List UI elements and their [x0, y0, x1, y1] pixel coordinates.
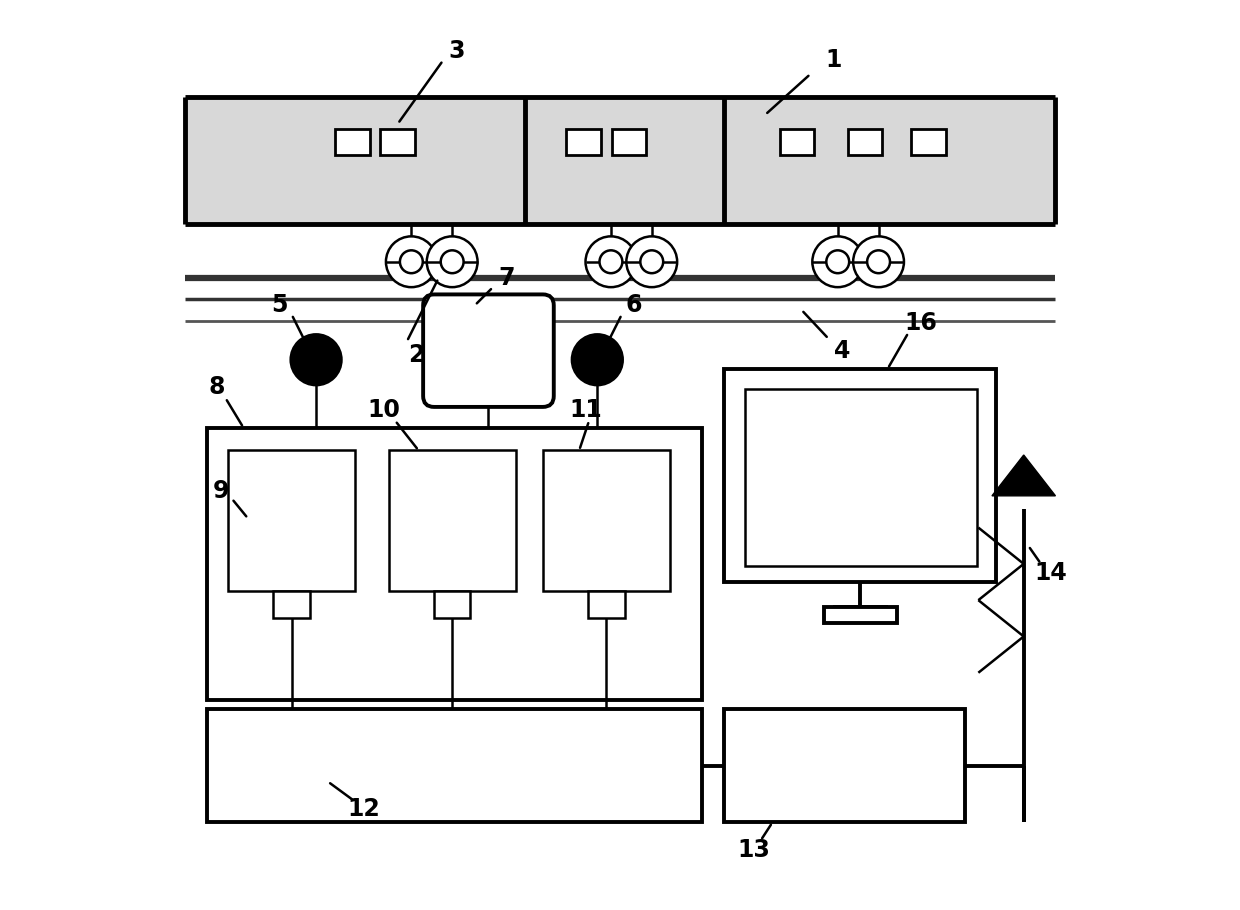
Bar — [825, 607, 897, 622]
Circle shape — [440, 250, 464, 273]
Bar — [911, 129, 946, 155]
Text: 2: 2 — [408, 343, 424, 368]
Text: 4: 4 — [835, 339, 851, 363]
Text: 16: 16 — [905, 311, 937, 336]
Text: 10: 10 — [368, 398, 401, 421]
Bar — [207, 428, 702, 700]
Circle shape — [640, 250, 663, 273]
Bar — [724, 709, 965, 823]
Bar — [388, 450, 516, 592]
Text: 3: 3 — [449, 39, 465, 64]
Circle shape — [867, 250, 890, 273]
Bar — [588, 592, 625, 618]
Bar — [543, 450, 670, 592]
Bar — [567, 129, 601, 155]
FancyBboxPatch shape — [423, 295, 554, 407]
Circle shape — [853, 237, 904, 288]
Bar — [780, 129, 815, 155]
Text: 7: 7 — [498, 266, 515, 290]
Circle shape — [826, 250, 849, 273]
Bar — [207, 709, 702, 823]
Circle shape — [812, 237, 863, 288]
Circle shape — [599, 250, 622, 273]
Circle shape — [427, 237, 477, 288]
Circle shape — [290, 334, 341, 385]
Bar — [335, 129, 370, 155]
Bar — [745, 389, 977, 566]
Text: 8: 8 — [208, 375, 224, 399]
Text: 14: 14 — [1034, 561, 1068, 585]
Bar — [434, 592, 470, 618]
Circle shape — [626, 237, 677, 288]
Bar — [185, 96, 1055, 224]
Bar — [724, 369, 997, 582]
Polygon shape — [992, 455, 1055, 496]
Text: 12: 12 — [347, 797, 381, 821]
Bar — [228, 450, 355, 592]
Circle shape — [386, 237, 436, 288]
Circle shape — [401, 250, 423, 273]
Text: 11: 11 — [569, 398, 601, 421]
Circle shape — [585, 237, 636, 288]
Text: 13: 13 — [738, 837, 771, 862]
Bar — [611, 129, 646, 155]
Text: 9: 9 — [212, 480, 229, 503]
Text: 1: 1 — [825, 48, 842, 73]
Bar — [381, 129, 415, 155]
Bar — [848, 129, 882, 155]
Bar — [274, 592, 310, 618]
Text: 5: 5 — [272, 293, 288, 318]
Text: 6: 6 — [625, 293, 642, 318]
Circle shape — [572, 334, 622, 385]
